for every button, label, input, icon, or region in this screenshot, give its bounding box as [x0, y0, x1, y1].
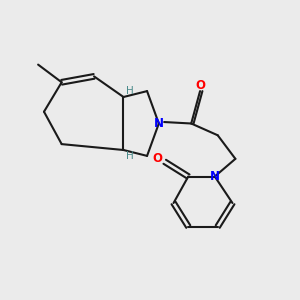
Text: O: O [152, 152, 162, 165]
Text: H: H [126, 85, 134, 95]
Text: O: O [195, 79, 205, 92]
Text: N: N [210, 170, 220, 183]
Text: H: H [126, 152, 134, 161]
Text: N: N [154, 117, 164, 130]
